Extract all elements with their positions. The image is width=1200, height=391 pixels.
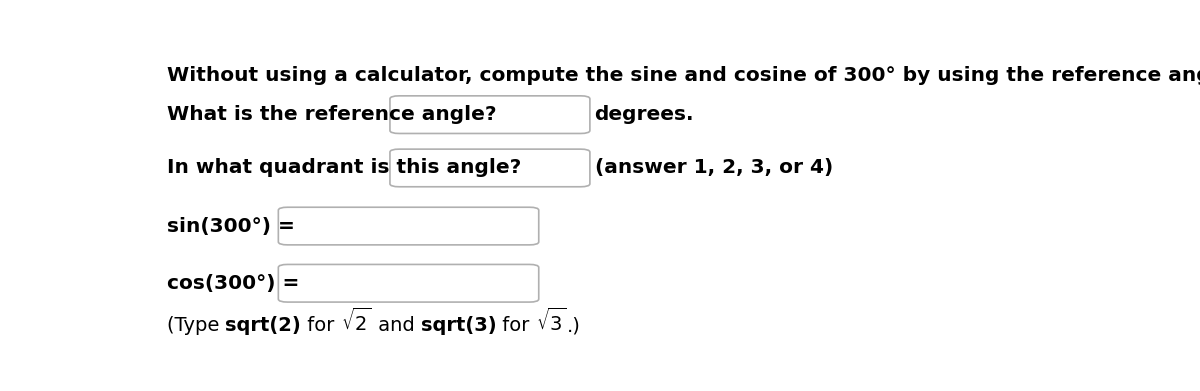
Text: What is the reference angle?: What is the reference angle?: [167, 105, 497, 124]
Text: .): .): [566, 316, 581, 335]
Text: $\sqrt{3}$: $\sqrt{3}$: [535, 308, 566, 335]
Text: for: for: [301, 316, 341, 335]
Text: In what quadrant is this angle?: In what quadrant is this angle?: [167, 158, 521, 178]
Text: (Type: (Type: [167, 316, 226, 335]
FancyBboxPatch shape: [278, 207, 539, 245]
Text: degrees.: degrees.: [594, 105, 694, 124]
FancyBboxPatch shape: [390, 96, 590, 133]
Text: $\sqrt{2}$: $\sqrt{2}$: [341, 308, 372, 335]
Text: sin(300°) =: sin(300°) =: [167, 217, 295, 235]
Text: (answer 1, 2, 3, or 4): (answer 1, 2, 3, or 4): [594, 158, 833, 178]
Text: for: for: [496, 316, 535, 335]
Text: sqrt(3): sqrt(3): [420, 316, 496, 335]
Text: sqrt(2): sqrt(2): [226, 316, 301, 335]
Text: and: and: [372, 316, 420, 335]
Text: cos(300°) =: cos(300°) =: [167, 274, 299, 293]
FancyBboxPatch shape: [390, 149, 590, 187]
FancyBboxPatch shape: [278, 264, 539, 302]
Text: Without using a calculator, compute the sine and cosine of 300° by using the ref: Without using a calculator, compute the …: [167, 66, 1200, 86]
